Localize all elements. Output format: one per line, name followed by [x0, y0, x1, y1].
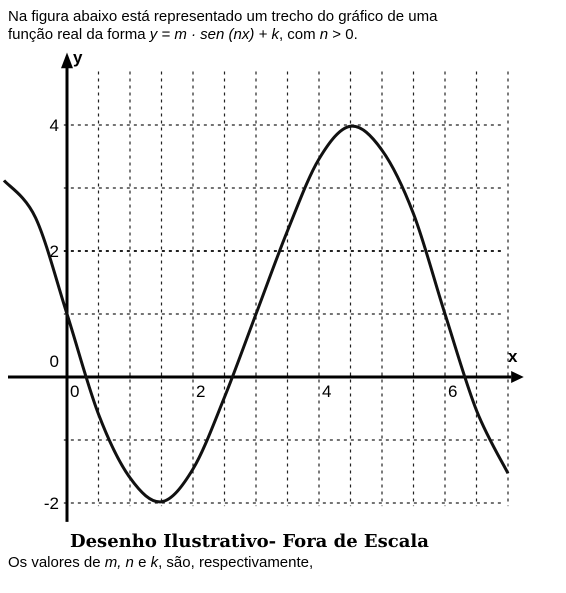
prompt-suffix: , são, respectivamente, [158, 554, 314, 571]
question-line-2-prefix: função real da forma [8, 26, 150, 43]
x-axis-label: x [508, 347, 518, 366]
x-tick-label: 4 [322, 382, 331, 401]
y-tick-label: 0 [50, 352, 59, 371]
prompt-prefix: Os valores de [8, 554, 105, 571]
question-line-1: Na figura abaixo está representado um tr… [8, 8, 438, 25]
figure-caption: Desenho Ilustrativo- Fora de Escala [70, 531, 429, 552]
y-tick-label: 4 [50, 116, 59, 135]
prompt-vars: m, n [104, 554, 134, 571]
function-formula: y = m · sen (nx) + k [149, 26, 279, 43]
x-axis-arrow [511, 371, 524, 383]
prompt-k: k [150, 554, 159, 571]
condition-rest: > 0. [328, 26, 358, 43]
prompt-text: Os valores de m, n e k, são, respectivam… [8, 554, 313, 571]
y-tick-label: -2 [44, 494, 59, 513]
condition-variable: n [319, 26, 329, 43]
sine-graph: x y 0 2 4 6 -2 0 2 4 [2, 50, 524, 522]
x-tick-label: 2 [196, 382, 205, 401]
y-tick-label: 2 [50, 242, 59, 261]
sine-curve [2, 124, 510, 504]
y-axis-arrow [61, 52, 73, 69]
y-axis-label: y [73, 50, 83, 67]
question-text: Na figura abaixo está representado um tr… [8, 8, 560, 44]
question-line-2-suffix: , com [278, 26, 320, 43]
prompt-e: e [133, 554, 151, 571]
x-tick-label: 0 [70, 382, 79, 401]
x-tick-label: 6 [448, 382, 457, 401]
